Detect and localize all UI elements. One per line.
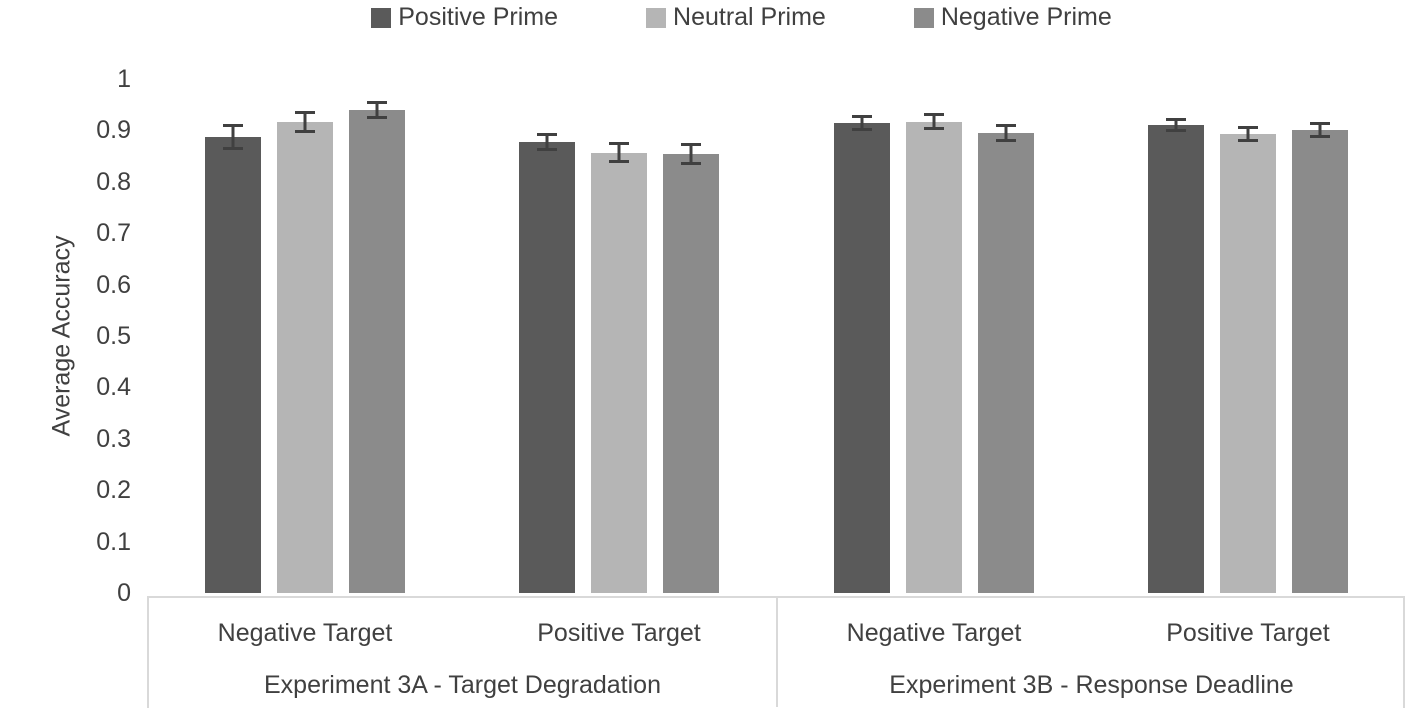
category-label: Positive Target [1166,619,1330,647]
error-bar-cap-bottom [537,148,557,151]
bar [663,154,719,593]
error-bar-stem [1246,126,1250,142]
error-bar-cap-bottom [295,130,315,133]
error-bar-stem [1174,118,1178,132]
bar [277,122,333,593]
error-bar-stem [1004,124,1008,142]
legend-swatch-icon [371,7,392,28]
error-bar [681,143,701,165]
y-tick-label: 0.8 [96,168,131,196]
experiment-group-label: Experiment 3A - Target Degradation [264,671,661,699]
error-bar-cap-bottom [852,128,872,131]
legend-item: Positive Prime [371,3,558,32]
error-bar-stem [545,133,549,151]
error-bar-stem [860,115,864,131]
bar [978,133,1034,593]
legend: Positive Prime Neutral Prime Negative Prim… [33,3,1417,32]
legend-item: Neutral Prime [646,3,826,32]
y-tick-label: 0.4 [96,373,131,401]
error-bar [1310,122,1330,138]
error-bar-stem [689,143,693,165]
error-bar [1166,118,1186,132]
error-bar [609,142,629,163]
legend-swatch-icon [646,7,667,28]
error-bar-cap-bottom [996,139,1016,142]
error-bar-stem [932,113,936,130]
bar [1220,134,1276,593]
error-bar [1238,126,1258,142]
error-bar-cap-bottom [924,127,944,130]
error-bar [852,115,872,131]
legend-label: Positive Prime [398,3,559,31]
error-bar [295,111,315,133]
error-bar-cap-bottom [1238,139,1258,142]
y-tick-label: 1 [117,65,131,93]
bar [205,137,261,593]
y-tick-label: 0.5 [96,322,131,350]
error-bar-stem [303,111,307,133]
y-tick-label: 0 [117,579,131,607]
error-bar-cap-bottom [1310,135,1330,138]
error-bar [924,113,944,130]
error-bar-cap-bottom [1166,129,1186,132]
y-tick-label: 0.6 [96,271,131,299]
legend-item: Negative Prime [913,3,1112,32]
y-tick-label: 0.1 [96,528,131,556]
experiment-group-label: Experiment 3B - Response Deadline [889,671,1294,699]
bar [834,123,890,593]
error-bar-stem [375,101,379,119]
y-tick-label: 0.9 [96,116,131,144]
error-bar-stem [1318,122,1322,138]
category-label: Positive Target [537,619,701,647]
error-bar-cap-bottom [609,160,629,163]
legend-label: Neutral Prime [673,3,826,31]
bar [519,142,575,593]
error-bar [223,124,243,150]
error-bar-cap-bottom [223,147,243,150]
error-bar-stem [231,124,235,150]
error-bar-cap-bottom [681,162,701,165]
category-label: Negative Target [846,619,1022,647]
experiment-group-divider [776,596,778,707]
bar [906,122,962,593]
bar [591,153,647,593]
error-bar [996,124,1016,142]
bar [349,110,405,593]
legend-label: Negative Prime [940,3,1112,31]
error-bar-cap-bottom [367,116,387,119]
y-tick-label: 0.7 [96,219,131,247]
y-tick-label: 0.2 [96,476,131,504]
y-tick-label: 0.3 [96,425,131,453]
bar [1292,130,1348,593]
error-bar [537,133,557,151]
error-bar [367,101,387,119]
bar [1148,125,1204,593]
category-label: Negative Target [217,619,393,647]
legend-swatch-icon [913,7,934,28]
error-bar-stem [617,142,621,163]
